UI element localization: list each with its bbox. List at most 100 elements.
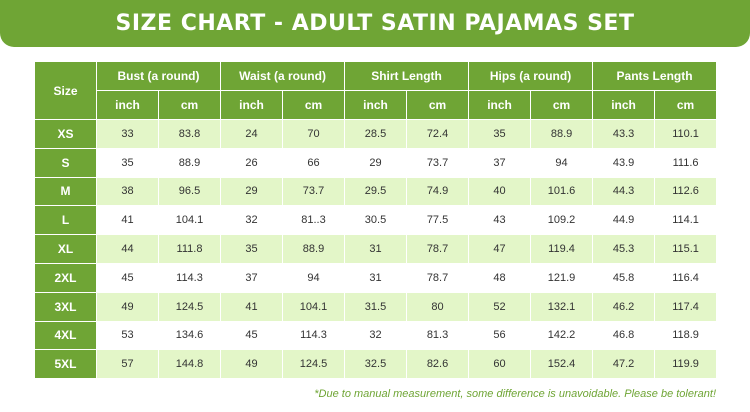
unit-header-inch: inch [468, 90, 532, 120]
measurement-cell: 114.1 [654, 205, 718, 236]
measurement-cell: 116.4 [654, 262, 718, 293]
measurement-cell: 118.9 [654, 320, 718, 351]
measurement-cell: 111.8 [158, 234, 221, 264]
measurement-cell: 111.6 [654, 147, 718, 178]
table-row: L 41 104.1 32 81..3 30.5 77.5 43 109.2 44.9 114.1 [34, 205, 718, 236]
measurement-cell: 31 [344, 234, 408, 264]
page-title: SIZE CHART - ADULT SATIN PAJAMAS SET [115, 11, 635, 36]
measurement-cell: 38 [96, 176, 159, 207]
measurement-cell: 78.7 [406, 234, 470, 264]
measurement-cell: 88.9 [530, 119, 594, 149]
size-cell: XS [34, 119, 97, 149]
measurement-cell: 115.1 [654, 234, 718, 264]
measurement-cell: 48 [468, 262, 532, 293]
measurement-cell: 49 [96, 291, 159, 322]
measurement-cell: 45 [220, 320, 283, 351]
measurement-cell: 29 [344, 147, 408, 178]
measurement-cell: 101.6 [530, 176, 594, 207]
table-row: S 35 88.9 26 66 29 73.7 37 94 43.9 111.6 [34, 147, 718, 178]
waist-header: Waist (a round) [219, 61, 346, 91]
measurement-cell: 35 [220, 234, 283, 264]
measurement-cell: 152.4 [530, 349, 594, 380]
measurement-cell: 134.6 [158, 320, 221, 351]
measurement-cell: 104.1 [158, 205, 221, 236]
title-banner: SIZE CHART - ADULT SATIN PAJAMAS SET [0, 0, 750, 47]
measurement-cell: 81..3 [281, 205, 346, 236]
measurement-cell: 94 [281, 262, 346, 293]
measurement-cell: 46.2 [592, 291, 656, 322]
measurement-cell: 41 [96, 205, 159, 236]
measurement-cell: 77.5 [406, 205, 470, 236]
measurement-cell: 37 [220, 262, 283, 293]
measurement-cell: 56 [468, 320, 532, 351]
measurement-cell: 28.5 [344, 119, 408, 149]
size-cell: L [34, 205, 97, 236]
measurement-cell: 40 [468, 176, 532, 207]
footnote: *Due to manual measurement, some differe… [314, 388, 716, 400]
measurement-cell: 96.5 [158, 176, 221, 207]
measurement-cell: 31.5 [344, 291, 408, 322]
table-row: 2XL 45 114.3 37 94 31 78.7 48 121.9 45.8 116.4 [34, 262, 718, 293]
unit-header-cm: cm [158, 90, 221, 120]
measurement-cell: 142.2 [530, 320, 594, 351]
measurement-cell: 114.3 [281, 320, 346, 351]
measurement-cell: 44.3 [592, 176, 656, 207]
measurement-cell: 35 [96, 147, 159, 178]
size-cell: XL [34, 234, 97, 264]
measurement-cell: 83.8 [158, 119, 221, 149]
unit-header-cm: cm [281, 90, 346, 120]
size-column-header: Size [34, 61, 97, 120]
header-row-units: inch cm inch cm inch cm inch cm inch cm [35, 90, 718, 120]
measurement-cell: 47 [468, 234, 532, 264]
measurement-cell: 82.6 [406, 349, 470, 380]
table-row: M 38 96.5 29 73.7 29.5 74.9 40 101.6 44.3 112.6 [34, 176, 718, 207]
measurement-cell: 70 [281, 119, 346, 149]
measurement-cell: 41 [220, 291, 283, 322]
unit-header-cm: cm [654, 90, 718, 120]
measurement-cell: 78.7 [406, 262, 470, 293]
measurement-cell: 35 [468, 119, 532, 149]
measurement-cell: 88.9 [158, 147, 221, 178]
size-cell: S [34, 147, 97, 178]
measurement-cell: 32.5 [344, 349, 408, 380]
unit-header-inch: inch [344, 90, 408, 120]
table-row: 5XL 57 144.8 49 124.5 32.5 82.6 60 152.4 47.2 119.… [34, 349, 718, 380]
measurement-cell: 30.5 [344, 205, 408, 236]
measurement-cell: 32 [220, 205, 283, 236]
measurement-cell: 144.8 [158, 349, 221, 380]
measurement-cell: 94 [530, 147, 594, 178]
unit-header-inch: inch [220, 90, 283, 120]
measurement-cell: 104.1 [281, 291, 346, 322]
measurement-cell: 44.9 [592, 205, 656, 236]
measurement-cell: 47.2 [592, 349, 656, 380]
unit-header-cm: cm [530, 90, 594, 120]
unit-header-inch: inch [96, 90, 159, 120]
measurement-cell: 73.7 [281, 176, 346, 207]
shirt-length-header: Shirt Length [344, 61, 470, 91]
measurement-cell: 66 [281, 147, 346, 178]
pants-length-header: Pants Length [592, 61, 718, 91]
bust-header: Bust (a round) [96, 61, 221, 91]
measurement-cell: 80 [406, 291, 470, 322]
measurement-cell: 60 [468, 349, 532, 380]
measurement-cell: 72.4 [406, 119, 470, 149]
measurement-cell: 88.9 [281, 234, 346, 264]
measurement-cell: 29.5 [344, 176, 408, 207]
size-cell: 4XL [34, 320, 97, 351]
size-chart-body: XS 33 83.8 24 70 28.5 72.4 35 88.9 43.3 110.1 S 35 88… [34, 119, 718, 380]
measurement-cell: 29 [220, 176, 283, 207]
hips-header: Hips (a round) [468, 61, 594, 91]
measurement-cell: 119.4 [530, 234, 594, 264]
measurement-cell: 52 [468, 291, 532, 322]
unit-header-inch: inch [592, 90, 656, 120]
measurement-cell: 132.1 [530, 291, 594, 322]
measurement-cell: 114.3 [158, 262, 221, 293]
measurement-cell: 43.3 [592, 119, 656, 149]
measurement-cell: 121.9 [530, 262, 594, 293]
measurement-cell: 37 [468, 147, 532, 178]
measurement-cell: 31 [344, 262, 408, 293]
measurement-cell: 44 [96, 234, 159, 264]
measurement-cell: 81.3 [406, 320, 470, 351]
measurement-cell: 49 [220, 349, 283, 380]
table-row: XL 44 111.8 35 88.9 31 78.7 47 119.4 45.3 115.1 [34, 234, 718, 264]
